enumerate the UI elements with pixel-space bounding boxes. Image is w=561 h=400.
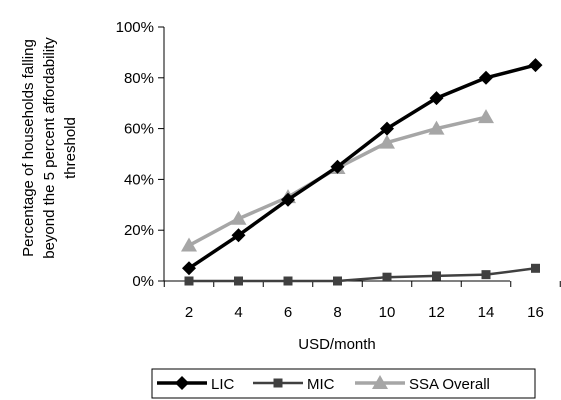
y-axis-title: Percentage of households falling beyond …	[20, 37, 79, 259]
y-axis-title-line-3: threshold	[62, 117, 79, 179]
y-tick-label: 100%	[116, 19, 154, 36]
data-point-lic	[281, 192, 295, 207]
data-point-ssa-overall	[181, 237, 197, 252]
data-point-ssa-overall	[379, 134, 395, 149]
data-point-mic	[432, 271, 441, 281]
y-axis-title-line-2: beyond the 5 percent affordability	[41, 37, 58, 259]
data-point-lic	[380, 121, 394, 136]
legend-marker-lic	[175, 376, 189, 390]
series-line-lic	[188, 63, 536, 270]
legend-item-mic: MIC	[253, 376, 335, 393]
data-point-lic	[231, 228, 246, 243]
y-tick-label: 80%	[124, 70, 154, 87]
data-point-mic	[184, 276, 194, 286]
x-tick-label: 6	[284, 304, 292, 321]
data-point-mic	[382, 272, 392, 282]
series-mic	[184, 263, 540, 286]
x-tick-label: 2	[185, 304, 193, 321]
legend: LIC MIC SSA Overall	[151, 368, 536, 399]
legend-item-ssa-overall: SSA Overall	[355, 375, 490, 393]
x-tick-label: 12	[428, 304, 445, 321]
data-point-lic	[479, 70, 493, 85]
x-tick-label: 8	[333, 304, 341, 321]
y-tick-label: 40%	[124, 171, 154, 188]
legend-label-mic: MIC	[307, 376, 335, 393]
legend-label-lic: LIC	[211, 376, 235, 393]
axes: 0% 20% 40% 60% 80% 100% 2 4 6 8 10 12 14 16	[116, 19, 561, 321]
y-tick-label: 0%	[132, 273, 154, 290]
legend-box	[151, 368, 536, 399]
series-ssa-overall	[181, 109, 494, 252]
y-tick-label: 20%	[124, 222, 154, 239]
y-tick-label: 60%	[124, 121, 154, 138]
y-axis-title-line-1: Percentage of households falling	[20, 39, 37, 257]
data-point-lic	[429, 91, 444, 106]
series-line-mic	[189, 267, 536, 283]
x-axis-title: USD/month	[298, 336, 376, 353]
legend-marker-mic	[273, 378, 283, 388]
x-tick-label: 10	[379, 304, 396, 321]
data-point-mic	[283, 276, 293, 286]
data-point-mic	[333, 276, 342, 286]
series-layer	[181, 58, 543, 286]
data-point-mic	[481, 270, 491, 280]
series-line-ssa-overall	[188, 115, 487, 247]
x-tick-label: 4	[234, 304, 242, 321]
data-point-lic	[330, 159, 345, 174]
legend-item-lic: LIC	[157, 376, 235, 393]
data-point-ssa-overall	[478, 109, 494, 124]
data-point-mic	[531, 263, 540, 273]
data-point-ssa-overall	[428, 120, 445, 135]
data-point-mic	[234, 276, 243, 286]
legend-marker-ssa-overall	[372, 375, 388, 389]
data-point-lic	[182, 261, 196, 276]
x-tick-label: 14	[478, 304, 495, 321]
data-point-ssa-overall	[230, 210, 247, 225]
legend-label-ssa-overall: SSA Overall	[409, 376, 490, 393]
series-lic	[182, 58, 543, 276]
x-tick-label: 16	[527, 304, 544, 321]
data-point-lic	[528, 58, 543, 73]
